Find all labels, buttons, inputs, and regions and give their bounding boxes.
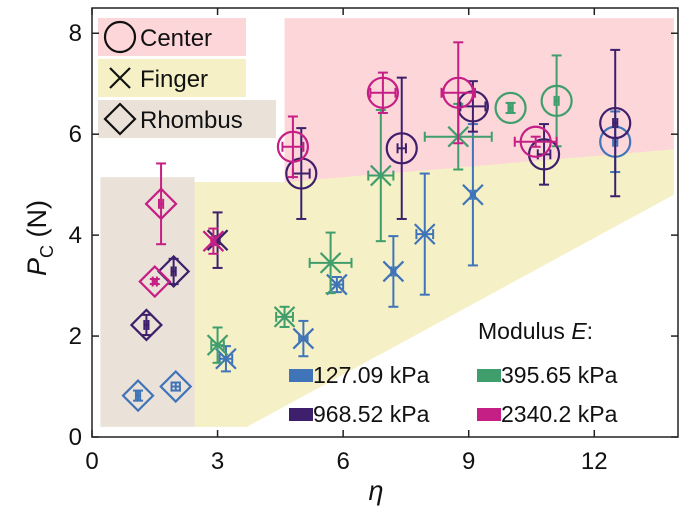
y-tick-label: 0 [69,424,82,451]
shape-legend-swatch [98,18,246,56]
data-point [385,76,418,220]
data-point [273,305,296,328]
color-legend: Modulus E: 127.09 kPa 395.65 kPa 968.52 kPa… [289,318,618,427]
y-axis-label-main: P [22,258,52,276]
color-legend-title: Modulus E: [478,318,593,344]
shape-legend-label: Rhombus [140,107,243,134]
color-legend-item: 127.09 kPa [289,362,430,388]
data-point [440,41,476,145]
x-tick-label: 9 [462,448,475,475]
data-point [206,326,229,364]
data-point [144,162,178,246]
shape-legend-item-rhombus: Rhombus [98,100,276,138]
data-point [215,345,237,373]
data-point [157,254,191,289]
y-tick-label: 6 [69,121,82,148]
y-axis-label-sub: C [37,245,57,258]
shape-legend-label: Finger [140,66,208,93]
y-tick-label: 8 [69,20,82,47]
data-point [121,379,155,413]
data-point [129,308,163,342]
data-point [276,115,310,179]
x-tick-label: 6 [336,448,349,475]
color-legend-swatch [477,408,501,421]
region-finger [194,149,674,427]
plot-frame [91,7,679,438]
axes: 0 3 6 9 12 0 2 4 6 8 [69,7,679,475]
color-legend-swatch [477,369,501,382]
data-point [308,231,353,295]
shape-legend: Center Finger Rhombus [98,18,276,138]
shape-legend-item-center: Center [98,18,246,56]
y-axis-label: PC (N) [22,200,57,276]
data-point [382,235,405,308]
region-backgrounds [100,18,674,427]
data-point [513,125,558,158]
color-legend-item: 395.65 kPa [477,362,618,388]
color-legend-swatch [289,369,313,382]
shape-legend-swatch [98,59,246,97]
data-point [494,91,527,125]
region-rhombus [100,177,195,427]
color-legend-swatch [289,408,313,421]
shape-legend-swatch [98,100,276,138]
data-point [292,319,315,358]
color-legend-label: 968.52 kPa [313,401,430,427]
svg-text:PC (N): PC (N) [22,200,57,276]
data-point [599,48,632,198]
color-legend-label: 127.09 kPa [313,362,430,388]
color-legend-label: 395.65 kPa [501,362,618,388]
color-legend-item: 968.52 kPa [289,401,430,427]
y-tick-label: 4 [69,222,82,249]
data-point [540,54,573,148]
color-legend-item: 2340.2 kPa [477,401,618,427]
data-point [366,71,400,114]
x-tick-label: 0 [85,448,98,475]
y-axis-label-unit: (N) [22,200,52,237]
region-center [284,18,674,185]
y-tick-label: 2 [69,323,82,350]
data-point [367,108,395,243]
shape-legend-item-finger: Finger [98,59,246,97]
data-point [159,369,193,404]
data-point [413,172,436,296]
data-point [462,123,484,267]
data-points [121,41,632,413]
data-point [138,264,172,299]
data-point [202,227,225,255]
x-axis-label: η [369,476,384,506]
x-tick-label: 3 [211,448,224,475]
shape-legend-label: Center [140,25,212,52]
x-tick-label: 12 [581,448,608,475]
color-legend-label: 2340.2 kPa [501,401,618,427]
